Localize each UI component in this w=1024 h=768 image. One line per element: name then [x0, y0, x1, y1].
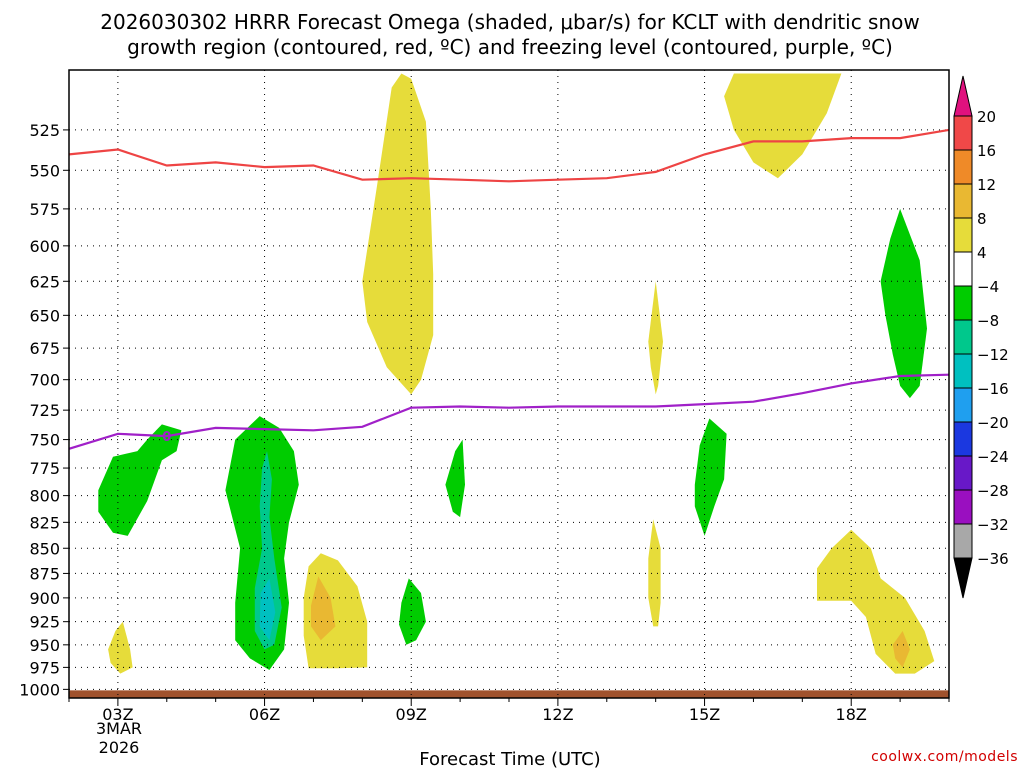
y-tick-label-750: 750: [29, 431, 60, 450]
colorbar-label-4: 4: [977, 244, 987, 262]
omega-region-ascent-03z-upper: [98, 424, 182, 536]
y-tick-label-550: 550: [29, 161, 60, 180]
colorbar-label-5: −4: [977, 278, 999, 296]
colorbar-label-6: −8: [977, 312, 999, 330]
date-label-day: 3MAR: [96, 719, 142, 738]
y-tick-label-775: 775: [29, 459, 60, 478]
y-tick-label-725: 725: [29, 401, 60, 420]
colorbar-label-9: −20: [977, 414, 1009, 432]
colorbar-segment-11: [953, 455, 973, 491]
colorbar-label-0: 20: [977, 108, 996, 126]
omega-region-descent-03z-low: [108, 621, 133, 674]
freezing-level-label: 0: [162, 430, 171, 445]
y-tick-label-700: 700: [29, 371, 60, 390]
y-tick-label-650: 650: [29, 306, 60, 325]
date-label-year: 2026: [99, 738, 140, 757]
omega-region-descent-16z-top: [724, 73, 842, 179]
colorbar-segment-5: [953, 251, 973, 287]
ground-layer: [69, 690, 949, 698]
colorbar-segment-7: [953, 319, 973, 355]
x-tick-label-09Z: 09Z: [396, 705, 427, 724]
colorbar-segment-10: [953, 421, 973, 457]
colorbar-bottom-triangle: [953, 557, 973, 599]
y-tick-label-825: 825: [29, 513, 60, 532]
omega-region-ascent-06z-center: [259, 578, 276, 641]
colorbar-label-11: −28: [977, 482, 1009, 500]
colorbar-label-7: −12: [977, 346, 1009, 364]
y-axis-ticks: 525 550 575 600 625 650 675 700 725 750 775 800 825 8…: [19, 121, 69, 699]
freezing-level-line: [69, 373, 949, 450]
colorbar-segment-2: [953, 149, 973, 185]
x-tick-label-06Z: 06Z: [249, 705, 280, 724]
x-tick-label-18Z: 18Z: [836, 705, 867, 724]
colorbar-segment-3: [953, 183, 973, 219]
colorbar-label-10: −24: [977, 448, 1009, 466]
y-tick-label-575: 575: [29, 200, 60, 219]
colorbar-segment-12: [953, 489, 973, 525]
y-tick-label-625: 625: [29, 272, 60, 291]
x-tick-label-15Z: 15Z: [689, 705, 720, 724]
omega-region-descent-19z-core: [892, 631, 910, 668]
colorbar-segment-13: [953, 523, 973, 559]
colorbar-label-13: −36: [977, 550, 1009, 568]
y-tick-label-850: 850: [29, 539, 60, 558]
chart-title-line-2: growth region (contoured, red, ºC) and f…: [127, 35, 893, 59]
colorbar-label-2: 12: [977, 176, 996, 194]
colorbar-segment-9: [953, 387, 973, 423]
plot-area: 0: [68, 69, 950, 699]
omega-region-ascent-10z: [445, 439, 465, 518]
omega-region-ascent-09z-low: [399, 578, 426, 645]
colorbar-label-3: 8: [977, 210, 987, 228]
omega-region-ascent-15z: [694, 418, 727, 536]
dgz-contour-line: [69, 128, 949, 183]
x-axis-label: Forecast Time (UTC): [419, 749, 600, 768]
y-tick-label-875: 875: [29, 564, 60, 583]
colorbar: 20 16 12 8 4 −4 −8 −12 −16 −20 −24 −28 −32 −36: [953, 75, 1009, 599]
x-tick-label-03Z: 03Z: [102, 705, 133, 724]
omega-region-ascent-19z: [880, 208, 927, 399]
colorbar-segment-4: [953, 217, 973, 253]
y-tick-label-600: 600: [29, 237, 60, 256]
colorbar-label-8: −16: [977, 380, 1009, 398]
y-tick-label-900: 900: [29, 589, 60, 608]
colorbar-label-1: 16: [977, 142, 996, 160]
omega-region-descent-14z-lower: [648, 519, 661, 627]
plot-background: [69, 70, 949, 698]
watermark-text: coolwx.com/models: [871, 749, 1018, 765]
colorbar-segment-1: [953, 115, 973, 151]
contour-lines-layer: 0: [69, 128, 949, 450]
y-tick-label-525: 525: [29, 121, 60, 140]
y-tick-label-950: 950: [29, 636, 60, 655]
colorbar-label-12: −32: [977, 516, 1009, 534]
chart-title-line-1: 2026030302 HRRR Forecast Omega (shaded, …: [100, 10, 919, 34]
omega-region-descent-07z-core: [311, 576, 336, 641]
y-tick-label-675: 675: [29, 339, 60, 358]
y-tick-label-975: 975: [29, 658, 60, 677]
colorbar-segment-6: [953, 285, 973, 321]
ground-strip: [69, 690, 949, 698]
x-axis-ticks: 03Z 06Z 09Z 12Z 15Z 18Z: [68, 698, 950, 724]
colorbar-segment-8: [953, 353, 973, 389]
y-tick-label-800: 800: [29, 487, 60, 506]
omega-shading-layer: [98, 73, 935, 674]
colorbar-top-triangle: [953, 75, 973, 117]
y-tick-label-925: 925: [29, 613, 60, 632]
omega-region-descent-14z-upper: [648, 281, 663, 395]
omega-region-descent-09z-upper: [362, 73, 434, 395]
y-tick-label-1000: 1000: [19, 680, 60, 699]
x-tick-label-12Z: 12Z: [542, 705, 573, 724]
